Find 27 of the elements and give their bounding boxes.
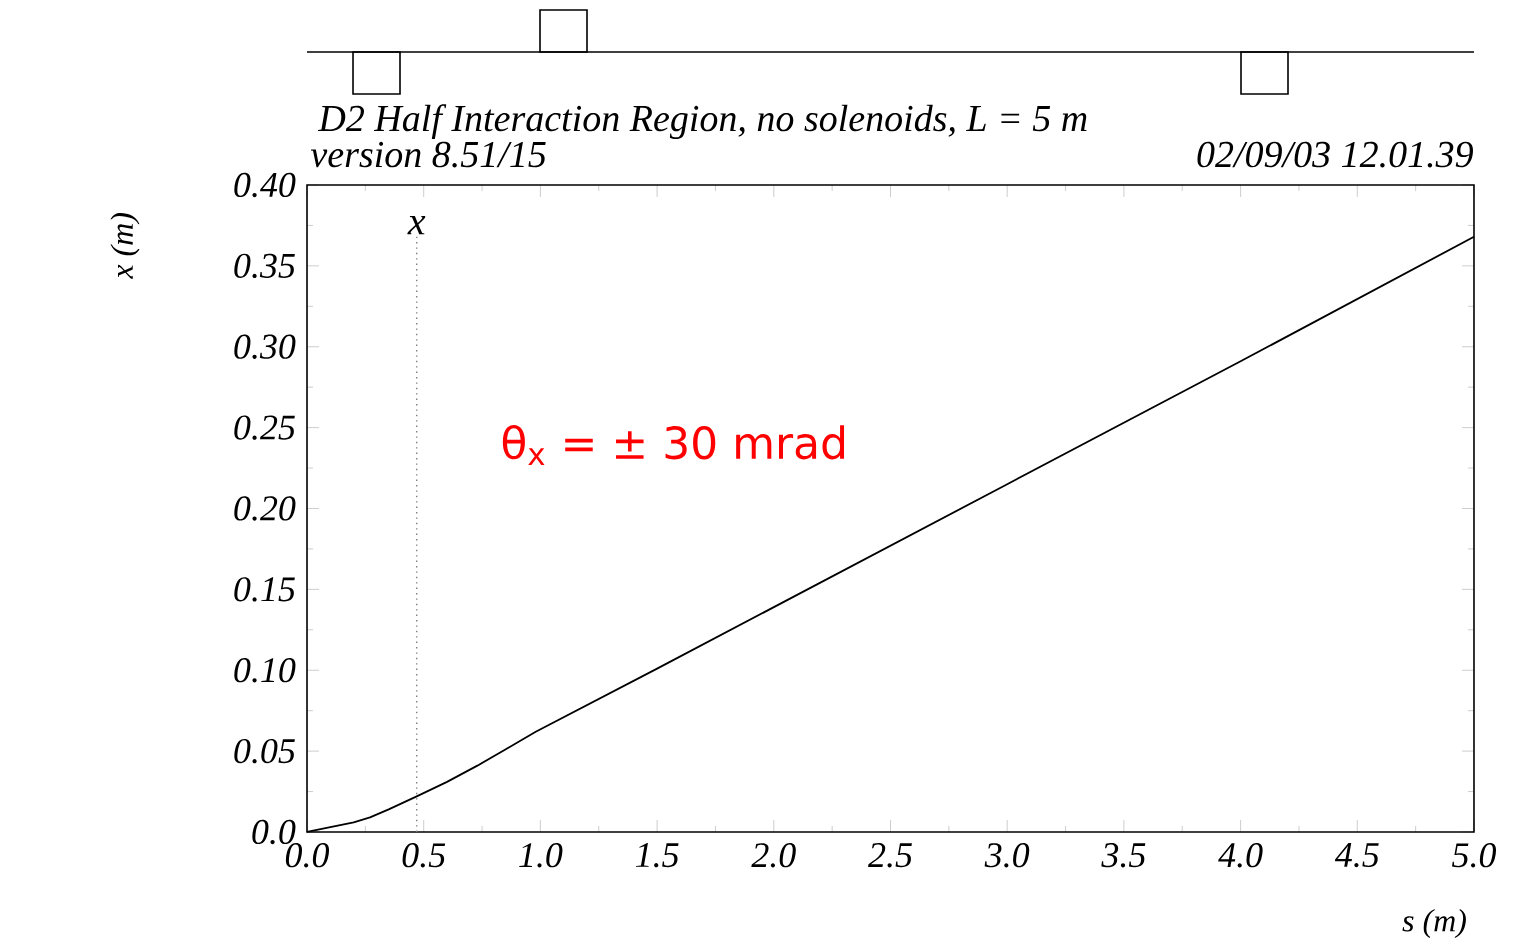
y-tick-label: 0.35 xyxy=(234,253,295,279)
x-tick-label: 2.5 xyxy=(868,843,912,868)
x-tick-label: 3.0 xyxy=(984,843,1030,868)
x-tick-label: 0.0 xyxy=(285,843,330,868)
text: 02/09/03 12.01.39 xyxy=(1197,141,1473,168)
y-tick-label: 0.05 xyxy=(234,738,295,764)
y-tick-label: 0.25 xyxy=(234,415,295,440)
x-tick-label: 4.0 xyxy=(1218,843,1263,868)
x-axis-title: s (m) xyxy=(1402,909,1466,938)
y-tick-label: 0.15 xyxy=(234,577,295,602)
x-tick-label: 1.0 xyxy=(519,843,563,868)
y-tick-label: 0.10 xyxy=(234,658,296,683)
y-tick-label: 0.40 xyxy=(234,172,296,198)
chart-title: D2 Half Interaction Region, no solenoids, L = 5 m xyxy=(317,104,1087,140)
y-tick-label: 0.0 xyxy=(252,819,296,845)
x-tick-label: 3.5 xyxy=(1101,843,1146,868)
y-axis-title: x (m) xyxy=(110,213,140,280)
x-tick-label: 4.5 xyxy=(1334,843,1379,868)
x-tick-label: 0.5 xyxy=(402,843,446,868)
x-tick-label: 1.5 xyxy=(635,843,679,868)
x-tick-label: 2.0 xyxy=(751,843,796,868)
x-tick-label: 5.0 xyxy=(1452,843,1497,868)
ref-line-label: x xyxy=(407,216,426,235)
chart-subtitle: version 8.51/15 xyxy=(310,141,546,168)
annotation: θ$_{x}$ = ± 30 mrad xyxy=(502,424,845,465)
y-tick-label: 0.20 xyxy=(234,496,296,521)
y-tick-label: 0.30 xyxy=(234,334,296,359)
